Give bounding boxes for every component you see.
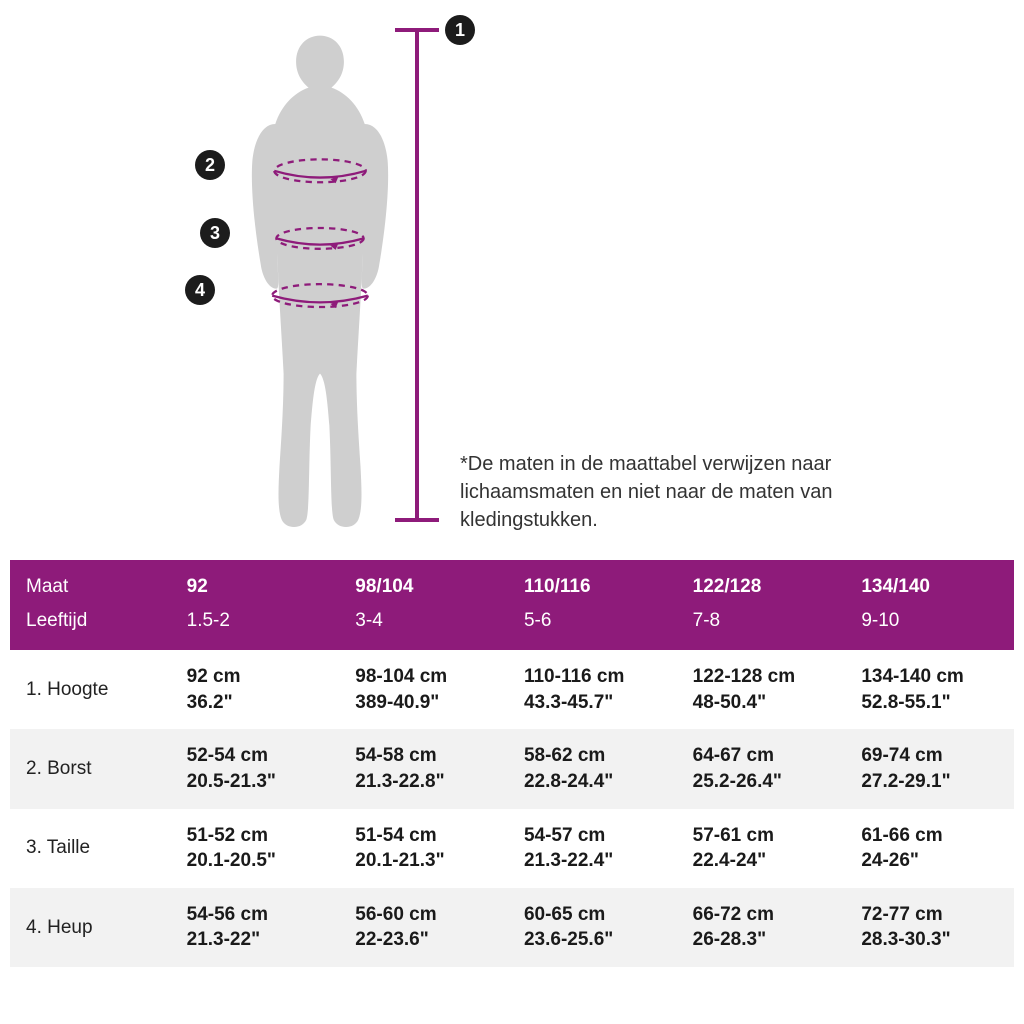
header-row-size: Maat 92 98/104 110/116 122/128 134/140 bbox=[10, 560, 1014, 604]
size-col-2: 110/116 bbox=[508, 560, 677, 604]
borst-0: 52-54 cm20.5-21.3" bbox=[171, 729, 340, 808]
hoogte-3: 122-128 cm48-50.4" bbox=[677, 650, 846, 729]
age-col-0: 1.5-2 bbox=[171, 604, 340, 650]
borst-3: 64-67 cm25.2-26.4" bbox=[677, 729, 846, 808]
marker-4-hip: 4 bbox=[185, 275, 215, 305]
header-label-leeftijd: Leeftijd bbox=[10, 604, 171, 650]
size-col-3: 122/128 bbox=[677, 560, 846, 604]
size-col-1: 98/104 bbox=[339, 560, 508, 604]
height-bar-line bbox=[415, 30, 419, 520]
taille-1: 51-54 cm20.1-21.3" bbox=[339, 809, 508, 888]
row-label-taille: 3. Taille bbox=[10, 809, 171, 888]
heup-2: 60-65 cm23.6-25.6" bbox=[508, 888, 677, 967]
heup-0: 54-56 cm21.3-22" bbox=[171, 888, 340, 967]
age-col-4: 9-10 bbox=[845, 604, 1014, 650]
size-col-0: 92 bbox=[171, 560, 340, 604]
hoogte-4: 134-140 cm52.8-55.1" bbox=[845, 650, 1014, 729]
age-col-3: 7-8 bbox=[677, 604, 846, 650]
row-hoogte: 1. Hoogte 92 cm36.2" 98-104 cm389-40.9" … bbox=[10, 650, 1014, 729]
marker-1-height: 1 bbox=[445, 15, 475, 45]
row-label-borst: 2. Borst bbox=[10, 729, 171, 808]
borst-4: 69-74 cm27.2-29.1" bbox=[845, 729, 1014, 808]
header-row-age: Leeftijd 1.5-2 3-4 5-6 7-8 9-10 bbox=[10, 604, 1014, 650]
height-indicator bbox=[390, 20, 450, 530]
figure-section: 1 2 3 4 *De maten in de maattabel verwij… bbox=[0, 0, 1024, 560]
row-borst: 2. Borst 52-54 cm20.5-21.3" 54-58 cm21.3… bbox=[10, 729, 1014, 808]
taille-3: 57-61 cm22.4-24" bbox=[677, 809, 846, 888]
size-col-4: 134/140 bbox=[845, 560, 1014, 604]
hoogte-1: 98-104 cm389-40.9" bbox=[339, 650, 508, 729]
height-bar-bottom-cap bbox=[395, 518, 439, 522]
marker-3-waist: 3 bbox=[200, 218, 230, 248]
size-chart-table: Maat 92 98/104 110/116 122/128 134/140 L… bbox=[10, 560, 1014, 967]
hoogte-0: 92 cm36.2" bbox=[171, 650, 340, 729]
taille-4: 61-66 cm24-26" bbox=[845, 809, 1014, 888]
child-silhouette bbox=[252, 36, 388, 527]
row-label-heup: 4. Heup bbox=[10, 888, 171, 967]
borst-1: 54-58 cm21.3-22.8" bbox=[339, 729, 508, 808]
hoogte-2: 110-116 cm43.3-45.7" bbox=[508, 650, 677, 729]
row-heup: 4. Heup 54-56 cm21.3-22" 56-60 cm22-23.6… bbox=[10, 888, 1014, 967]
taille-0: 51-52 cm20.1-20.5" bbox=[171, 809, 340, 888]
header-label-maat: Maat bbox=[10, 560, 171, 604]
age-col-2: 5-6 bbox=[508, 604, 677, 650]
footnote-text: *De maten in de maattabel verwijzen naar… bbox=[460, 450, 860, 534]
borst-2: 58-62 cm22.8-24.4" bbox=[508, 729, 677, 808]
marker-2-chest: 2 bbox=[195, 150, 225, 180]
taille-2: 54-57 cm21.3-22.4" bbox=[508, 809, 677, 888]
age-col-1: 3-4 bbox=[339, 604, 508, 650]
heup-4: 72-77 cm28.3-30.3" bbox=[845, 888, 1014, 967]
row-label-hoogte: 1. Hoogte bbox=[10, 650, 171, 729]
heup-1: 56-60 cm22-23.6" bbox=[339, 888, 508, 967]
row-taille: 3. Taille 51-52 cm20.1-20.5" 51-54 cm20.… bbox=[10, 809, 1014, 888]
heup-3: 66-72 cm26-28.3" bbox=[677, 888, 846, 967]
